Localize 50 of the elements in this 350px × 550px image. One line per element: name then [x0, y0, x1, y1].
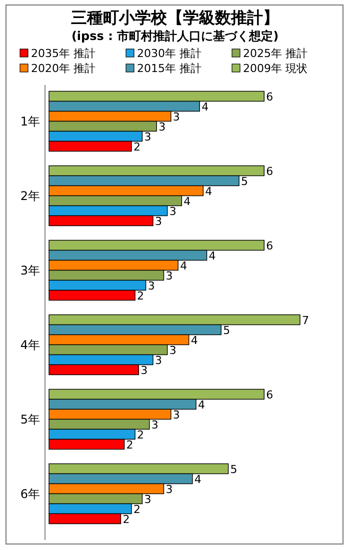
y-tick-label: 2年 — [20, 188, 40, 203]
data-label: 3 — [144, 492, 152, 506]
data-label: 3 — [154, 354, 162, 367]
data-label: 4 — [208, 249, 216, 262]
data-label: 2 — [133, 502, 140, 516]
y-tick-label: 3年 — [20, 263, 40, 278]
legend-label: 2009年 現状 — [243, 62, 308, 75]
data-label: 3 — [148, 279, 155, 292]
data-label: 2 — [122, 512, 130, 526]
data-label: 3 — [169, 344, 176, 357]
data-label: 3 — [158, 120, 166, 134]
legend-label: 2020年 推計 — [31, 62, 96, 75]
data-label: 3 — [169, 204, 176, 218]
data-label: 3 — [172, 408, 180, 422]
chart-title: 三種町小学校【学級数推計】 — [71, 8, 279, 27]
data-label: 6 — [266, 164, 274, 178]
data-label: 4 — [202, 100, 209, 114]
chart-subtitle: (ipss : 市町村推計人口に基づく想定) — [71, 29, 279, 43]
data-label: 2 — [137, 428, 144, 442]
data-label: 3 — [140, 364, 148, 377]
data-label: 2 — [126, 438, 134, 452]
data-label: 7 — [302, 314, 309, 327]
data-label: 3 — [172, 110, 180, 124]
data-label: 4 — [180, 259, 188, 272]
y-tick-label: 4年 — [20, 338, 40, 352]
data-label: 2 — [137, 289, 144, 302]
legend-label: 2025年 推計 — [243, 47, 308, 60]
data-label: 3 — [151, 418, 158, 432]
data-label: 6 — [266, 90, 274, 104]
data-label: 3 — [166, 269, 173, 282]
data-label: 2 — [133, 140, 140, 154]
data-label: 5 — [230, 462, 238, 476]
data-label: 3 — [166, 482, 173, 496]
data-label: 6 — [266, 388, 274, 402]
data-label: 4 — [194, 472, 202, 486]
data-label: 4 — [190, 334, 198, 347]
data-label: 5 — [241, 174, 248, 188]
data-label: 4 — [205, 184, 212, 198]
data-label: 4 — [198, 398, 206, 412]
data-label: 6 — [266, 239, 274, 252]
y-tick-label: 5年 — [20, 412, 40, 426]
legend-label: 2015年 推計 — [137, 62, 202, 75]
y-tick-label: 1年 — [20, 114, 40, 128]
data-label: 3 — [154, 214, 162, 228]
data-label: 4 — [184, 194, 191, 208]
data-label: 3 — [144, 130, 152, 144]
legend-label: 2035年 推計 — [31, 47, 96, 60]
data-label: 5 — [223, 324, 230, 337]
y-tick-label: 6年 — [20, 486, 40, 501]
legend-label: 2030年 推計 — [137, 47, 202, 60]
